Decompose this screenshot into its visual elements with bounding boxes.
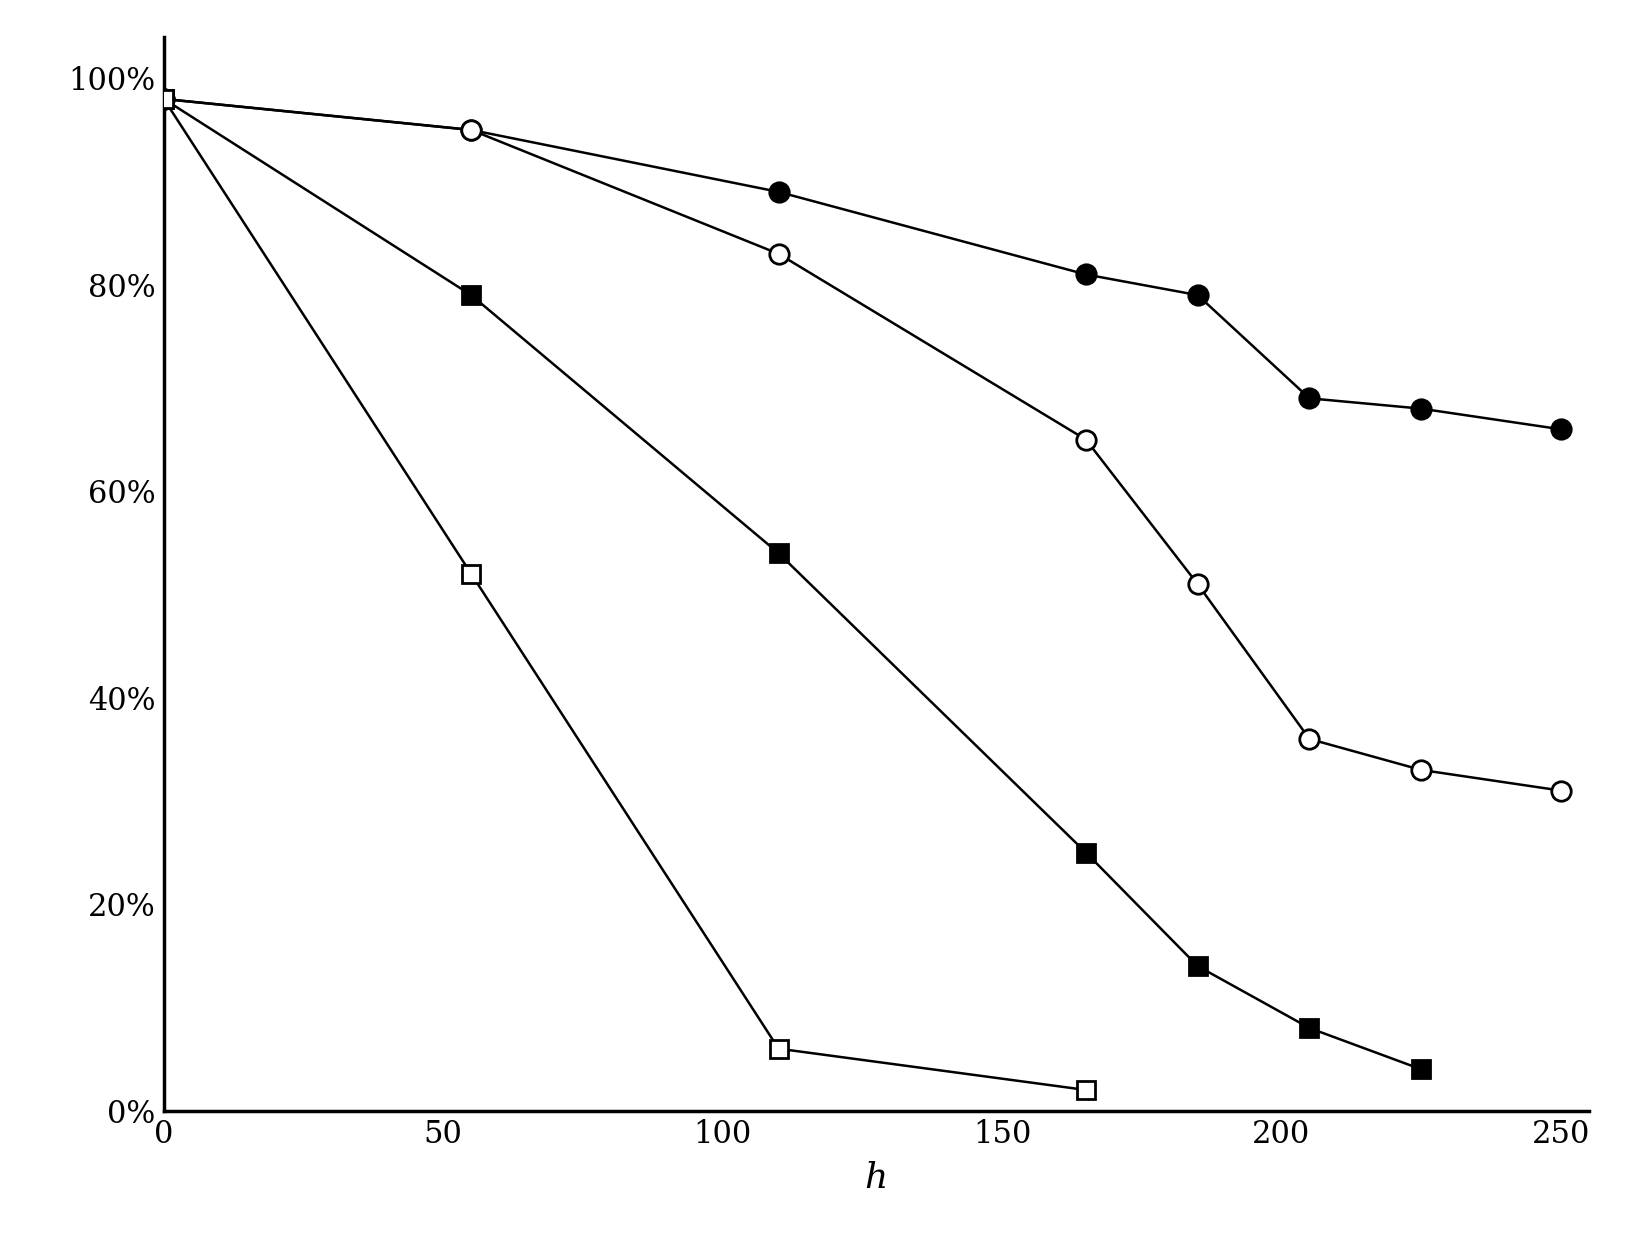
X-axis label: h: h	[865, 1161, 888, 1195]
